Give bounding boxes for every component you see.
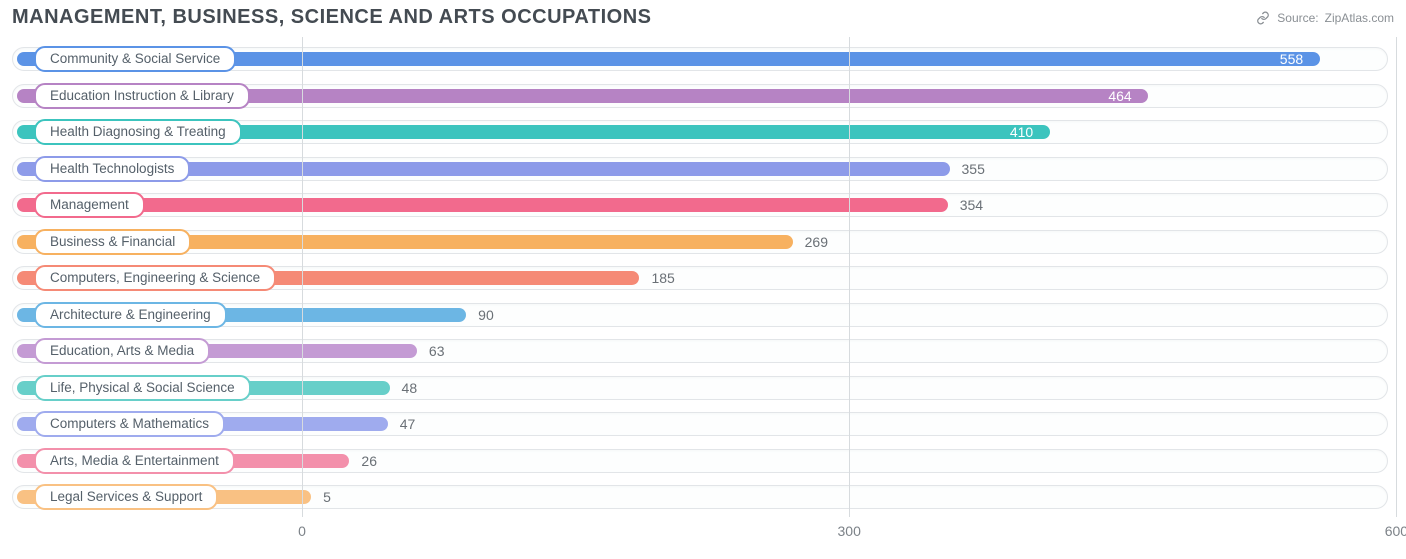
bar-row: 558 Community & Social Service [12, 41, 1394, 78]
bar-value: 63 [429, 343, 445, 359]
bar-row: 48 Life, Physical & Social Science [12, 370, 1394, 407]
bar-row: 5 Legal Services & Support [12, 479, 1394, 516]
bar-label: Health Technologists [34, 156, 190, 182]
chart: 558 Community & Social Service 464 Educatio… [12, 37, 1394, 543]
bar-value: 26 [361, 453, 377, 469]
bar-value: 48 [402, 380, 418, 396]
gridline [849, 37, 850, 517]
bar-label: Health Diagnosing & Treating [34, 119, 242, 145]
gridline [1396, 37, 1397, 517]
bar-value: 47 [400, 416, 416, 432]
bar-value: 558 [1280, 51, 1303, 67]
bar-value: 464 [1108, 88, 1131, 104]
source-attribution: Source: ZipAtlas.com [1255, 10, 1394, 26]
bar-label: Life, Physical & Social Science [34, 375, 251, 401]
bar [17, 198, 948, 212]
bar-label: Education Instruction & Library [34, 83, 250, 109]
bar-value: 185 [651, 270, 674, 286]
source-name: ZipAtlas.com [1325, 11, 1394, 25]
bar-value: 410 [1010, 124, 1033, 140]
bar-value: 355 [962, 161, 985, 177]
bar-label: Management [34, 192, 145, 218]
bar-label: Computers & Mathematics [34, 411, 225, 437]
bar-label: Community & Social Service [34, 46, 236, 72]
chart-title: MANAGEMENT, BUSINESS, SCIENCE AND ARTS O… [12, 6, 651, 29]
x-tick-label: 300 [838, 523, 861, 539]
source-prefix: Source: [1277, 11, 1318, 25]
x-tick-label: 600 [1385, 523, 1406, 539]
bar-row: 410 Health Diagnosing & Treating [12, 114, 1394, 151]
bar-value: 269 [805, 234, 828, 250]
bar-row: 90 Architecture & Engineering [12, 297, 1394, 334]
link-icon [1255, 10, 1271, 26]
bar-row: 269 Business & Financial [12, 224, 1394, 261]
bar-row: 63 Education, Arts & Media [12, 333, 1394, 370]
bar-value: 90 [478, 307, 494, 323]
bar-row: 185 Computers, Engineering & Science [12, 260, 1394, 297]
bar-row: 464 Education Instruction & Library [12, 78, 1394, 115]
bar-label: Architecture & Engineering [34, 302, 227, 328]
bar-label: Legal Services & Support [34, 484, 218, 510]
bar-label: Computers, Engineering & Science [34, 265, 276, 291]
bar-row: 47 Computers & Mathematics [12, 406, 1394, 443]
bar-value: 354 [960, 197, 983, 213]
bar-label: Business & Financial [34, 229, 191, 255]
x-tick-label: 0 [298, 523, 306, 539]
bar-row: 354 Management [12, 187, 1394, 224]
bar-label: Education, Arts & Media [34, 338, 210, 364]
bar-rows: 558 Community & Social Service 464 Educatio… [12, 37, 1394, 517]
gridline [302, 37, 303, 517]
plot-area: 558 Community & Social Service 464 Educatio… [12, 37, 1394, 517]
bar-value: 5 [323, 489, 331, 505]
x-axis: 0300600 [12, 521, 1394, 543]
bar-label: Arts, Media & Entertainment [34, 448, 235, 474]
bar-row: 26 Arts, Media & Entertainment [12, 443, 1394, 480]
bar-row: 355 Health Technologists [12, 151, 1394, 188]
